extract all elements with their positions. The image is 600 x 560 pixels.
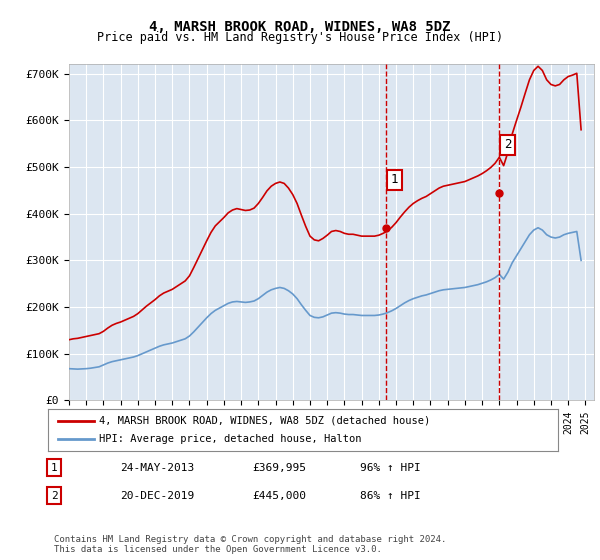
- Text: 4, MARSH BROOK ROAD, WIDNES, WA8 5DZ (detached house): 4, MARSH BROOK ROAD, WIDNES, WA8 5DZ (de…: [99, 416, 430, 426]
- Text: 86% ↑ HPI: 86% ↑ HPI: [360, 491, 421, 501]
- Text: Contains HM Land Registry data © Crown copyright and database right 2024.
This d: Contains HM Land Registry data © Crown c…: [54, 535, 446, 554]
- Text: Price paid vs. HM Land Registry's House Price Index (HPI): Price paid vs. HM Land Registry's House …: [97, 31, 503, 44]
- Text: 1: 1: [391, 174, 398, 186]
- Text: 2: 2: [504, 138, 511, 151]
- Text: 20-DEC-2019: 20-DEC-2019: [120, 491, 194, 501]
- Text: HPI: Average price, detached house, Halton: HPI: Average price, detached house, Halt…: [99, 434, 361, 444]
- Text: 4, MARSH BROOK ROAD, WIDNES, WA8 5DZ: 4, MARSH BROOK ROAD, WIDNES, WA8 5DZ: [149, 20, 451, 34]
- Text: 96% ↑ HPI: 96% ↑ HPI: [360, 463, 421, 473]
- Text: 1: 1: [50, 463, 58, 473]
- Text: £369,995: £369,995: [252, 463, 306, 473]
- Text: £445,000: £445,000: [252, 491, 306, 501]
- Text: 24-MAY-2013: 24-MAY-2013: [120, 463, 194, 473]
- Text: 2: 2: [50, 491, 58, 501]
